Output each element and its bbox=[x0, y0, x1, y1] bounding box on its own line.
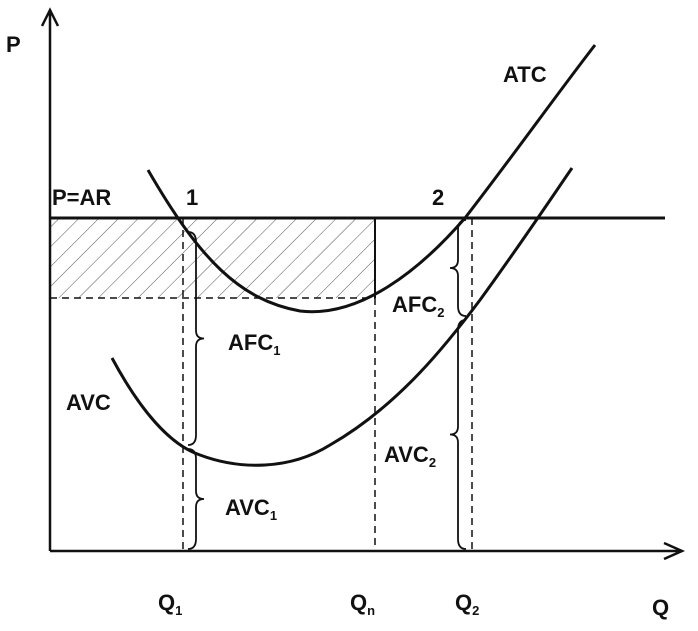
quantity-label: Q2 bbox=[455, 590, 479, 618]
label-main: Q bbox=[455, 590, 472, 615]
quantity-label: Qn bbox=[350, 590, 375, 618]
atc-curve bbox=[146, 44, 597, 314]
brace-label: AFC2 bbox=[392, 292, 444, 320]
label-sub: 1 bbox=[273, 343, 280, 358]
brace bbox=[449, 319, 467, 550]
label-main: AFC bbox=[228, 330, 273, 355]
curve-label: AVC bbox=[66, 390, 111, 415]
profit-area bbox=[50, 218, 375, 298]
point-label: 2 bbox=[432, 185, 444, 210]
brace bbox=[187, 448, 205, 550]
y-axis bbox=[40, 7, 60, 551]
label-main: AFC bbox=[392, 292, 437, 317]
label-main: Q bbox=[350, 590, 367, 615]
label-sub: n bbox=[367, 603, 375, 618]
brace-label: AVC2 bbox=[384, 442, 436, 470]
brace-label: AFC1 bbox=[228, 330, 280, 358]
label-sub: 1 bbox=[270, 508, 277, 523]
brace-label: AVC1 bbox=[225, 495, 277, 523]
x-axis-label: Q bbox=[652, 595, 669, 620]
label-main: AVC bbox=[384, 442, 429, 467]
curve-label: ATC bbox=[503, 62, 547, 87]
label-sub: 2 bbox=[429, 455, 436, 470]
brace bbox=[449, 219, 467, 317]
brace bbox=[187, 231, 205, 446]
label-main: Q bbox=[158, 590, 175, 615]
price-label: P=AR bbox=[52, 185, 111, 210]
label-sub: 1 bbox=[175, 603, 182, 618]
label-sub: 2 bbox=[472, 603, 479, 618]
braces bbox=[187, 219, 467, 550]
label-sub: 2 bbox=[437, 305, 444, 320]
y-axis-label: P bbox=[6, 32, 21, 57]
point-label: 1 bbox=[186, 185, 198, 210]
label-main: AVC bbox=[225, 495, 270, 520]
avc-curve bbox=[110, 167, 574, 467]
quantity-label: Q1 bbox=[158, 590, 182, 618]
x-axis bbox=[50, 541, 686, 561]
